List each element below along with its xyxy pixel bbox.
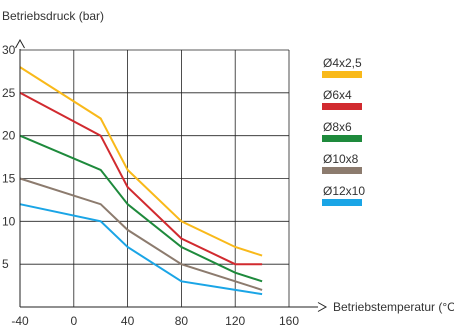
legend-label: Ø6x4: [323, 88, 352, 102]
x-tick-label: 120: [225, 314, 245, 326]
series-lines: [19, 66, 263, 296]
tick-labels: 5 10 15 20 25 30 -40 0 40 80 120 160: [2, 43, 299, 326]
grid-lines: [20, 49, 290, 307]
x-tick-label: 160: [279, 314, 299, 326]
legend-label: Ø8x6: [323, 120, 352, 134]
legend-label: Ø12x10: [323, 184, 365, 198]
series-line-5: [19, 203, 263, 296]
x-tick-label: -40: [11, 314, 29, 326]
y-tick-label: 5: [2, 257, 9, 271]
legend: Ø4x2,5 Ø6x4 Ø8x6 Ø10x8 Ø12x10: [322, 56, 365, 206]
legend-swatch: [322, 71, 362, 78]
series-line-2: [19, 91, 263, 266]
legend-swatch: [322, 103, 362, 110]
legend-swatch: [322, 135, 362, 142]
series-line-4: [19, 177, 263, 291]
y-tick-label: 20: [2, 129, 16, 143]
y-tick-label: 30: [2, 43, 16, 57]
y-axis-arrow-icon: [15, 38, 25, 49]
y-tick-label: 25: [2, 86, 16, 100]
x-tick-label: 80: [175, 314, 189, 326]
series-line-3: [19, 134, 263, 283]
x-tick-label: 0: [70, 314, 77, 326]
y-tick-label: 10: [2, 214, 16, 228]
x-axis-title: Betriebstemperatur (°C): [333, 300, 454, 314]
legend-swatch: [322, 167, 362, 174]
x-axis-arrow-icon: [317, 302, 328, 312]
axes: [15, 38, 328, 312]
y-tick-label: 15: [2, 172, 16, 186]
legend-label: Ø4x2,5: [323, 56, 362, 70]
series-line-1: [19, 66, 263, 257]
legend-swatch: [322, 199, 362, 206]
x-tick-label: 40: [121, 314, 135, 326]
y-axis-title: Betriebsdruck (bar): [2, 9, 104, 23]
legend-label: Ø10x8: [323, 152, 359, 166]
